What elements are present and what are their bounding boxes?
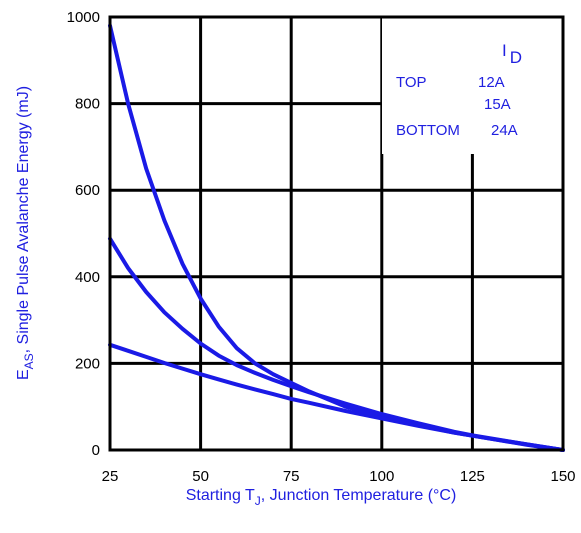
y-axis-title-main: E (15, 369, 32, 380)
y-tick-label-200: 200 (75, 355, 100, 372)
x-axis-title-main: Starting T (186, 487, 255, 504)
legend-header-subscript: D (510, 48, 522, 67)
y-tick-labels: 0 200 400 600 800 1000 (67, 9, 100, 459)
legend-row-bottom-value: 24A (491, 122, 518, 139)
legend-row-top-position: TOP (396, 74, 427, 91)
y-tick-label-0: 0 (92, 442, 100, 459)
x-tick-label-125: 125 (460, 468, 485, 485)
y-tick-label-800: 800 (75, 96, 100, 113)
y-axis-title: EAS, Single Pulse Avalanche Energy (mJ) (15, 86, 36, 380)
y-axis-title-rest: , Single Pulse Avalanche Energy (mJ) (15, 86, 32, 353)
x-tick-label-75: 75 (283, 468, 300, 485)
x-axis-title: Starting TJ, Junction Temperature (°C) (186, 487, 457, 508)
x-tick-label-150: 150 (550, 468, 575, 485)
y-tick-label-1000: 1000 (67, 9, 100, 26)
x-tick-label-50: 50 (192, 468, 209, 485)
legend-row-middle-value: 15A (484, 96, 511, 113)
y-tick-label-600: 600 (75, 182, 100, 199)
x-tick-labels: 25 50 75 100 125 150 (102, 468, 576, 485)
x-axis-title-rest: , Junction Temperature (°C) (261, 487, 457, 504)
y-tick-label-400: 400 (75, 269, 100, 286)
y-axis-title-subscript: AS (22, 353, 36, 369)
x-tick-label-25: 25 (102, 468, 119, 485)
legend-header-symbol: I (502, 41, 507, 60)
legend-row-top-value: 12A (478, 74, 505, 91)
x-tick-label-100: 100 (369, 468, 394, 485)
legend-row-bottom-position: BOTTOM (396, 122, 460, 139)
